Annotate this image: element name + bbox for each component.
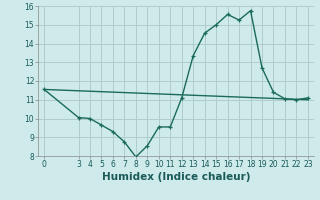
X-axis label: Humidex (Indice chaleur): Humidex (Indice chaleur) [102, 172, 250, 182]
